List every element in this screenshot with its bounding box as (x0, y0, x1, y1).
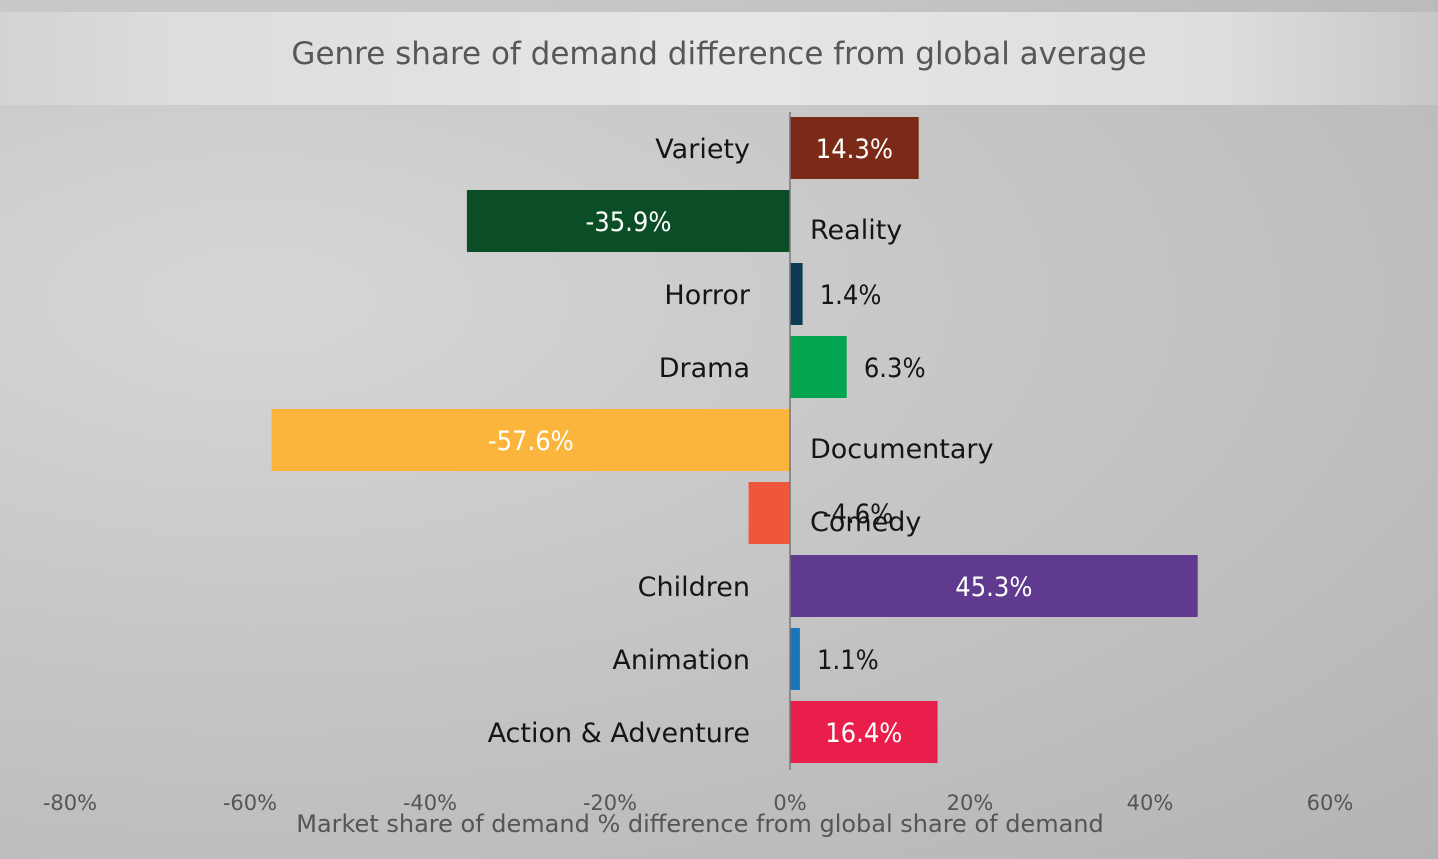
x-axis-label: Market share of demand % difference from… (296, 810, 1104, 838)
x-tick-label: 20% (947, 791, 994, 815)
category-label: Drama (659, 353, 750, 384)
data-label: 6.3% (864, 353, 926, 384)
x-tick-label: -80% (43, 791, 97, 815)
data-label: 1.1% (817, 645, 879, 676)
chart-title: Genre share of demand difference from gl… (291, 36, 1147, 72)
title-band (0, 12, 1438, 105)
data-label: 14.3% (816, 134, 893, 165)
category-label: Documentary (810, 434, 994, 465)
bar-children (790, 555, 1198, 617)
x-tick-label: -20% (583, 791, 637, 815)
bar-reality (466, 190, 790, 252)
data-label: 45.3% (955, 572, 1032, 603)
x-tick-label: 40% (1127, 791, 1174, 815)
data-label: -4.6% (823, 499, 893, 530)
bar-drama (790, 336, 847, 398)
category-label: Horror (664, 280, 750, 311)
bar-documentary (271, 409, 791, 471)
category-label: Variety (655, 134, 750, 165)
category-label: Action & Adventure (488, 718, 750, 749)
category-label: Comedy (810, 507, 921, 538)
bar-variety (790, 117, 919, 179)
x-tick-label: -60% (223, 791, 277, 815)
data-label: 16.4% (825, 718, 902, 749)
x-tick-label: 0% (773, 791, 806, 815)
bar-animation (790, 628, 800, 690)
x-tick-label: -40% (403, 791, 457, 815)
x-tick-label: 60% (1307, 791, 1354, 815)
data-label: -35.9% (585, 207, 671, 238)
category-label: Children (638, 572, 750, 603)
data-label: 1.4% (820, 280, 882, 311)
data-label: -57.6% (488, 426, 574, 457)
category-label: Animation (612, 645, 750, 676)
bar-action-adventure (790, 701, 938, 763)
category-label: Reality (810, 215, 902, 246)
bar-horror (790, 263, 803, 325)
bar-comedy (748, 482, 790, 544)
